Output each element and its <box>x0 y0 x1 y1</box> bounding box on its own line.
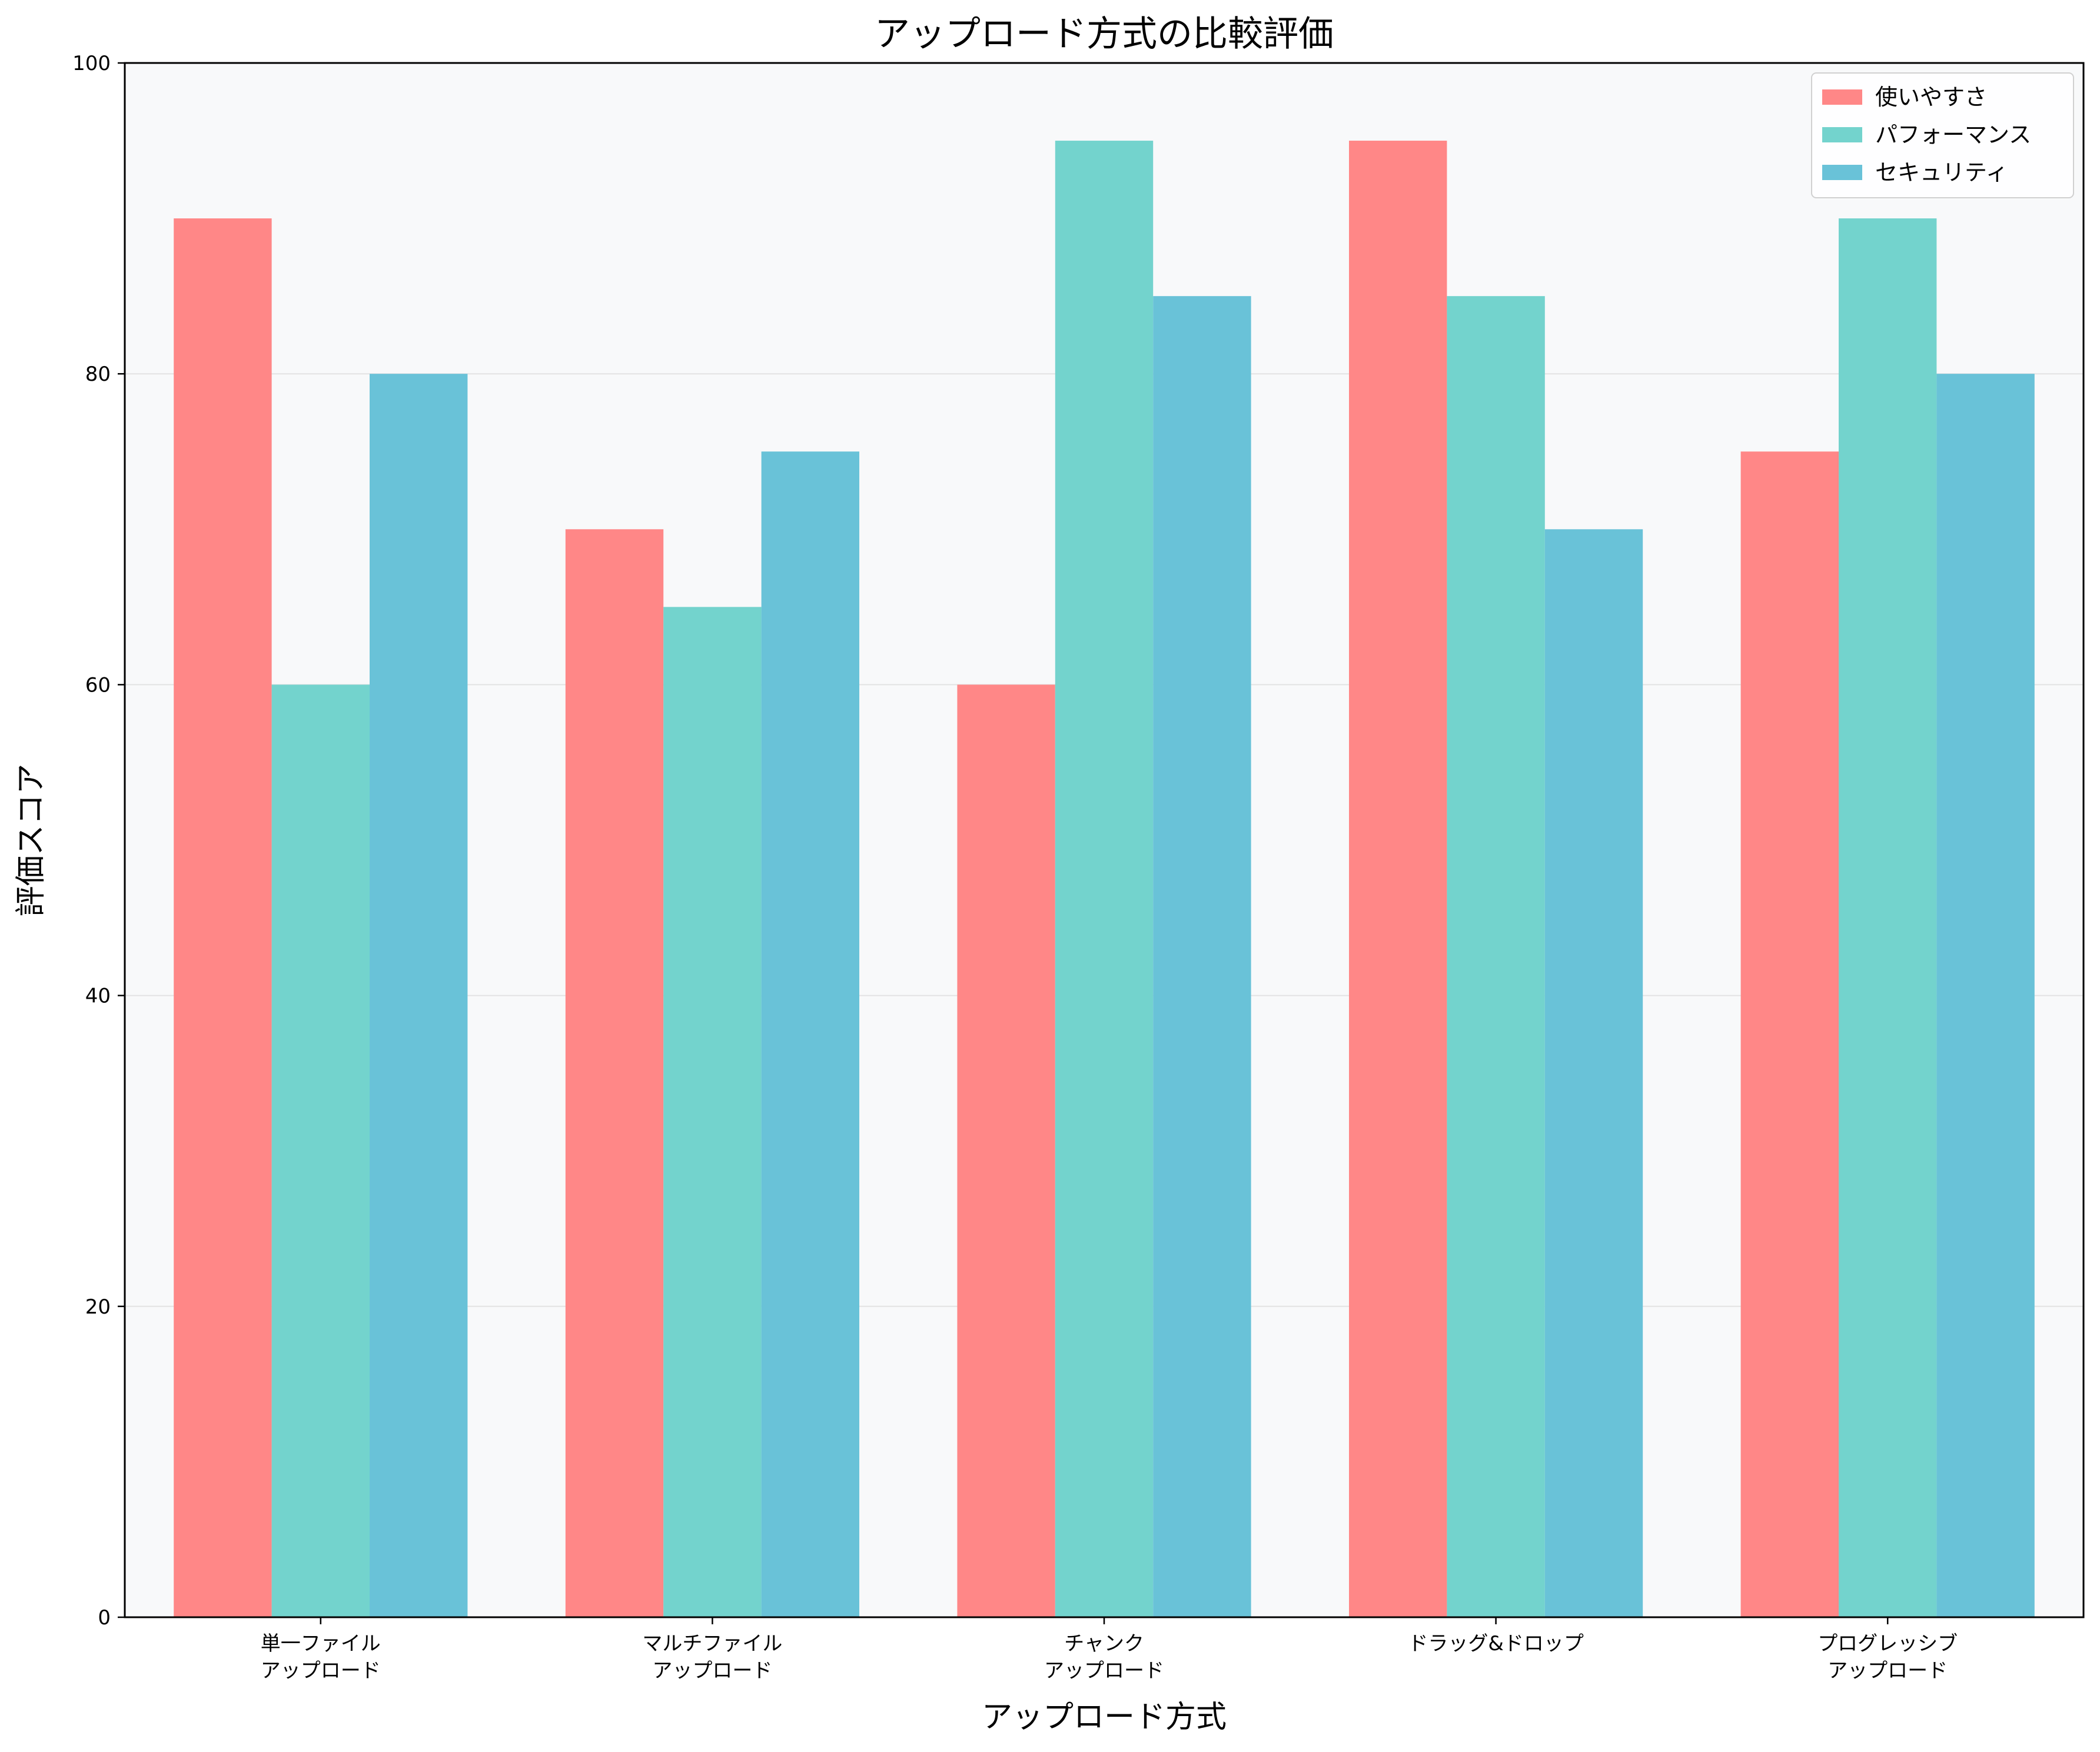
y-tick-label: 20 <box>85 1295 111 1319</box>
y-tick-label: 0 <box>98 1606 111 1630</box>
legend-box <box>1811 72 2074 198</box>
x-tick-label: マルチファイル <box>642 1632 782 1655</box>
y-axis-ticks: 0 20 40 60 80 100 <box>72 52 125 1630</box>
legend-swatch <box>1822 127 1862 142</box>
x-tick-label: アップロード <box>652 1659 772 1683</box>
bar-2-5 <box>1839 218 1937 1617</box>
y-axis-label: 評価スコア <box>14 763 49 916</box>
bar-3-5 <box>1936 374 2035 1618</box>
bar-2-1 <box>271 684 370 1617</box>
legend-label: パフォーマンス <box>1875 122 2031 148</box>
bars <box>174 141 2035 1618</box>
legend-label: セキュリティ <box>1875 159 2008 185</box>
chart-title: アップロード方式の比較評価 <box>875 14 1334 55</box>
legend-label: 使いやすさ <box>1875 84 1987 110</box>
bar-1-5 <box>1740 451 1839 1617</box>
x-tick-label: ドラッグ&ドロップ <box>1408 1632 1584 1655</box>
bar-3-3 <box>1153 296 1251 1618</box>
y-tick-label: 40 <box>85 985 111 1008</box>
x-tick-label: 単一ファイル <box>261 1632 381 1655</box>
bar-3-2 <box>761 451 859 1617</box>
bar-2-4 <box>1447 296 1545 1618</box>
bar-1-2 <box>565 529 664 1617</box>
x-tick-label: アップロード <box>1044 1659 1164 1683</box>
x-tick-label: チャンク <box>1064 1632 1144 1655</box>
x-tick-label: アップロード <box>1827 1659 1948 1683</box>
y-tick-label: 80 <box>85 363 111 386</box>
x-axis-ticks: 単一ファイルアップロードマルチファイルアップロードチャンクアップロードドラッグ&… <box>261 1617 1958 1683</box>
bar-2-2 <box>663 607 762 1617</box>
x-tick-label: アップロード <box>261 1659 381 1683</box>
bar-1-1 <box>174 218 272 1617</box>
x-axis-label: アップロード方式 <box>982 1700 1227 1735</box>
bar-1-3 <box>957 684 1055 1617</box>
bar-1-4 <box>1349 141 1447 1617</box>
bar-2-3 <box>1055 141 1154 1617</box>
bar-3-1 <box>370 374 468 1618</box>
y-tick-label: 100 <box>72 52 111 75</box>
legend-swatch <box>1822 165 1862 180</box>
bar-3-4 <box>1544 529 1643 1617</box>
y-tick-label: 60 <box>85 673 111 697</box>
x-tick-label: プログレッシブ <box>1817 1632 1958 1655</box>
legend-swatch <box>1822 89 1862 105</box>
